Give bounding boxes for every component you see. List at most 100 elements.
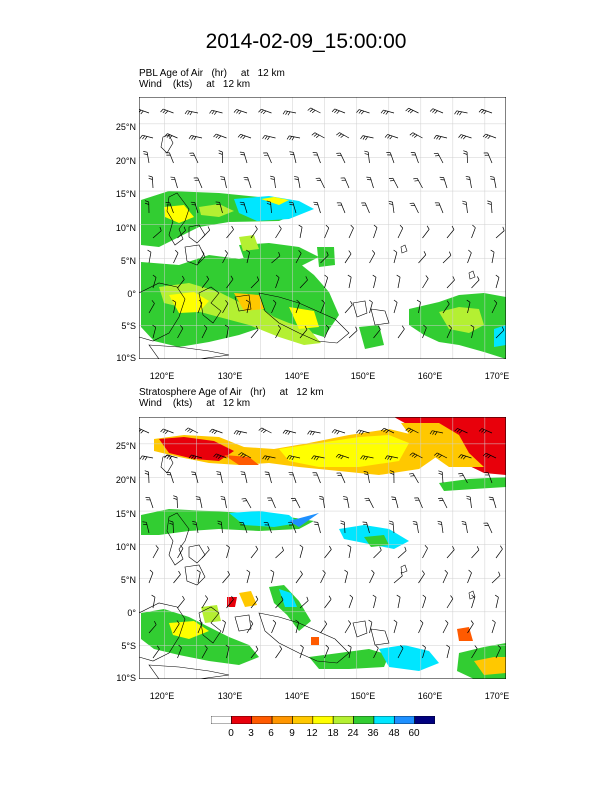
wind-barb xyxy=(286,135,301,141)
panel1-title: PBL Age of Air (hr) at 12 km Wind (kts) … xyxy=(139,68,285,90)
age-region xyxy=(474,657,506,675)
wind-barb xyxy=(288,201,297,214)
coastline xyxy=(139,602,186,662)
wind-barb xyxy=(434,202,444,214)
wind-barb xyxy=(384,134,399,140)
wind-barb xyxy=(409,473,419,484)
wind-barb xyxy=(372,594,377,609)
wind-barb xyxy=(152,324,157,339)
lat-label: 10°N xyxy=(115,223,136,233)
colorbar-swatch xyxy=(414,716,435,724)
wind-barb xyxy=(201,324,208,339)
age-region xyxy=(239,235,259,251)
wind-barb xyxy=(397,325,405,339)
age-region xyxy=(169,621,209,639)
wind-barb xyxy=(201,595,209,609)
lon-label: 150°E xyxy=(350,691,376,701)
lon-label: 120°E xyxy=(149,691,175,701)
wind-barb xyxy=(342,496,350,509)
wind-barb xyxy=(405,427,419,434)
lon-label: 150°E xyxy=(350,371,376,381)
wind-barb xyxy=(422,324,427,339)
colorbar-label: 12 xyxy=(306,728,318,739)
coastline xyxy=(148,344,230,359)
wind-barb xyxy=(267,497,276,509)
wind-barb xyxy=(409,132,423,139)
wind-barb xyxy=(195,496,203,509)
coastline xyxy=(370,628,390,646)
wind-barb xyxy=(152,226,162,239)
pbl-age-map-canvas xyxy=(139,97,506,359)
wind-barb xyxy=(190,201,199,214)
wind-barb xyxy=(311,132,325,139)
wind-barb xyxy=(262,135,276,141)
wind-barb xyxy=(170,176,178,189)
panel2-title: Stratosphere Age of Air (hr) at 12 km Wi… xyxy=(139,387,324,409)
coastline xyxy=(370,308,390,326)
wind-barb xyxy=(185,427,199,434)
lat-label: 5°N xyxy=(120,256,136,266)
wind-barb xyxy=(240,471,248,484)
wind-barb xyxy=(295,299,300,314)
wind-barb xyxy=(438,497,448,509)
wind-barb xyxy=(224,324,229,339)
wind-barb xyxy=(336,152,346,164)
wind-barb xyxy=(361,202,370,214)
wind-barb xyxy=(467,249,472,264)
lat-label: 20°N xyxy=(115,156,136,166)
wind-barb xyxy=(173,570,181,584)
wind-barb xyxy=(340,177,350,189)
colorbar-swatch xyxy=(393,716,415,724)
wind-barb xyxy=(144,470,150,484)
lon-label: 170°E xyxy=(484,371,510,381)
colorbar-swatch xyxy=(373,716,395,724)
wind-barb xyxy=(222,300,229,314)
wind-barb xyxy=(467,569,472,584)
wind-barb xyxy=(145,497,154,509)
wind-barb xyxy=(139,428,150,434)
wind-barb xyxy=(226,225,234,239)
wind-barb xyxy=(191,471,199,484)
wind-barb xyxy=(373,325,381,339)
wind-barb xyxy=(295,250,302,264)
wind-barb xyxy=(275,596,284,609)
wind-barb xyxy=(458,134,472,140)
wind-barb xyxy=(263,152,272,164)
wind-barb xyxy=(289,151,297,164)
wind-barb xyxy=(215,201,223,214)
wind-barb xyxy=(177,275,185,289)
wind-barb xyxy=(418,570,425,584)
wind-barb xyxy=(360,135,374,141)
age-region xyxy=(494,325,506,347)
wind-barb xyxy=(271,619,277,634)
wind-barb xyxy=(388,200,395,214)
wind-barb xyxy=(246,249,250,264)
wind-barb xyxy=(372,274,377,289)
lon-label: 120°E xyxy=(149,371,175,381)
wind-barb xyxy=(313,521,321,534)
wind-barb xyxy=(148,569,154,584)
wind-barb xyxy=(494,594,499,609)
wind-barb xyxy=(495,644,501,659)
wind-barb xyxy=(446,276,455,289)
wind-barb xyxy=(193,177,203,189)
wind-barb xyxy=(438,470,444,484)
coastline xyxy=(184,564,206,586)
wind-barb xyxy=(173,495,178,509)
wind-barb xyxy=(364,497,374,509)
coastline xyxy=(188,224,206,244)
wind-barb xyxy=(491,619,496,634)
wind-barb xyxy=(454,428,468,434)
wind-barb xyxy=(169,520,174,534)
wind-barb xyxy=(263,522,272,534)
wind-barb xyxy=(142,521,150,534)
wind-barb xyxy=(347,644,352,659)
age-region xyxy=(364,535,389,547)
wind-barb xyxy=(197,250,205,264)
wind-barb xyxy=(393,299,398,314)
wind-barb xyxy=(241,498,252,509)
lat-label: 10°N xyxy=(115,542,136,552)
age-region xyxy=(199,204,234,217)
wind-barb xyxy=(320,569,326,584)
wind-barb xyxy=(225,644,230,659)
